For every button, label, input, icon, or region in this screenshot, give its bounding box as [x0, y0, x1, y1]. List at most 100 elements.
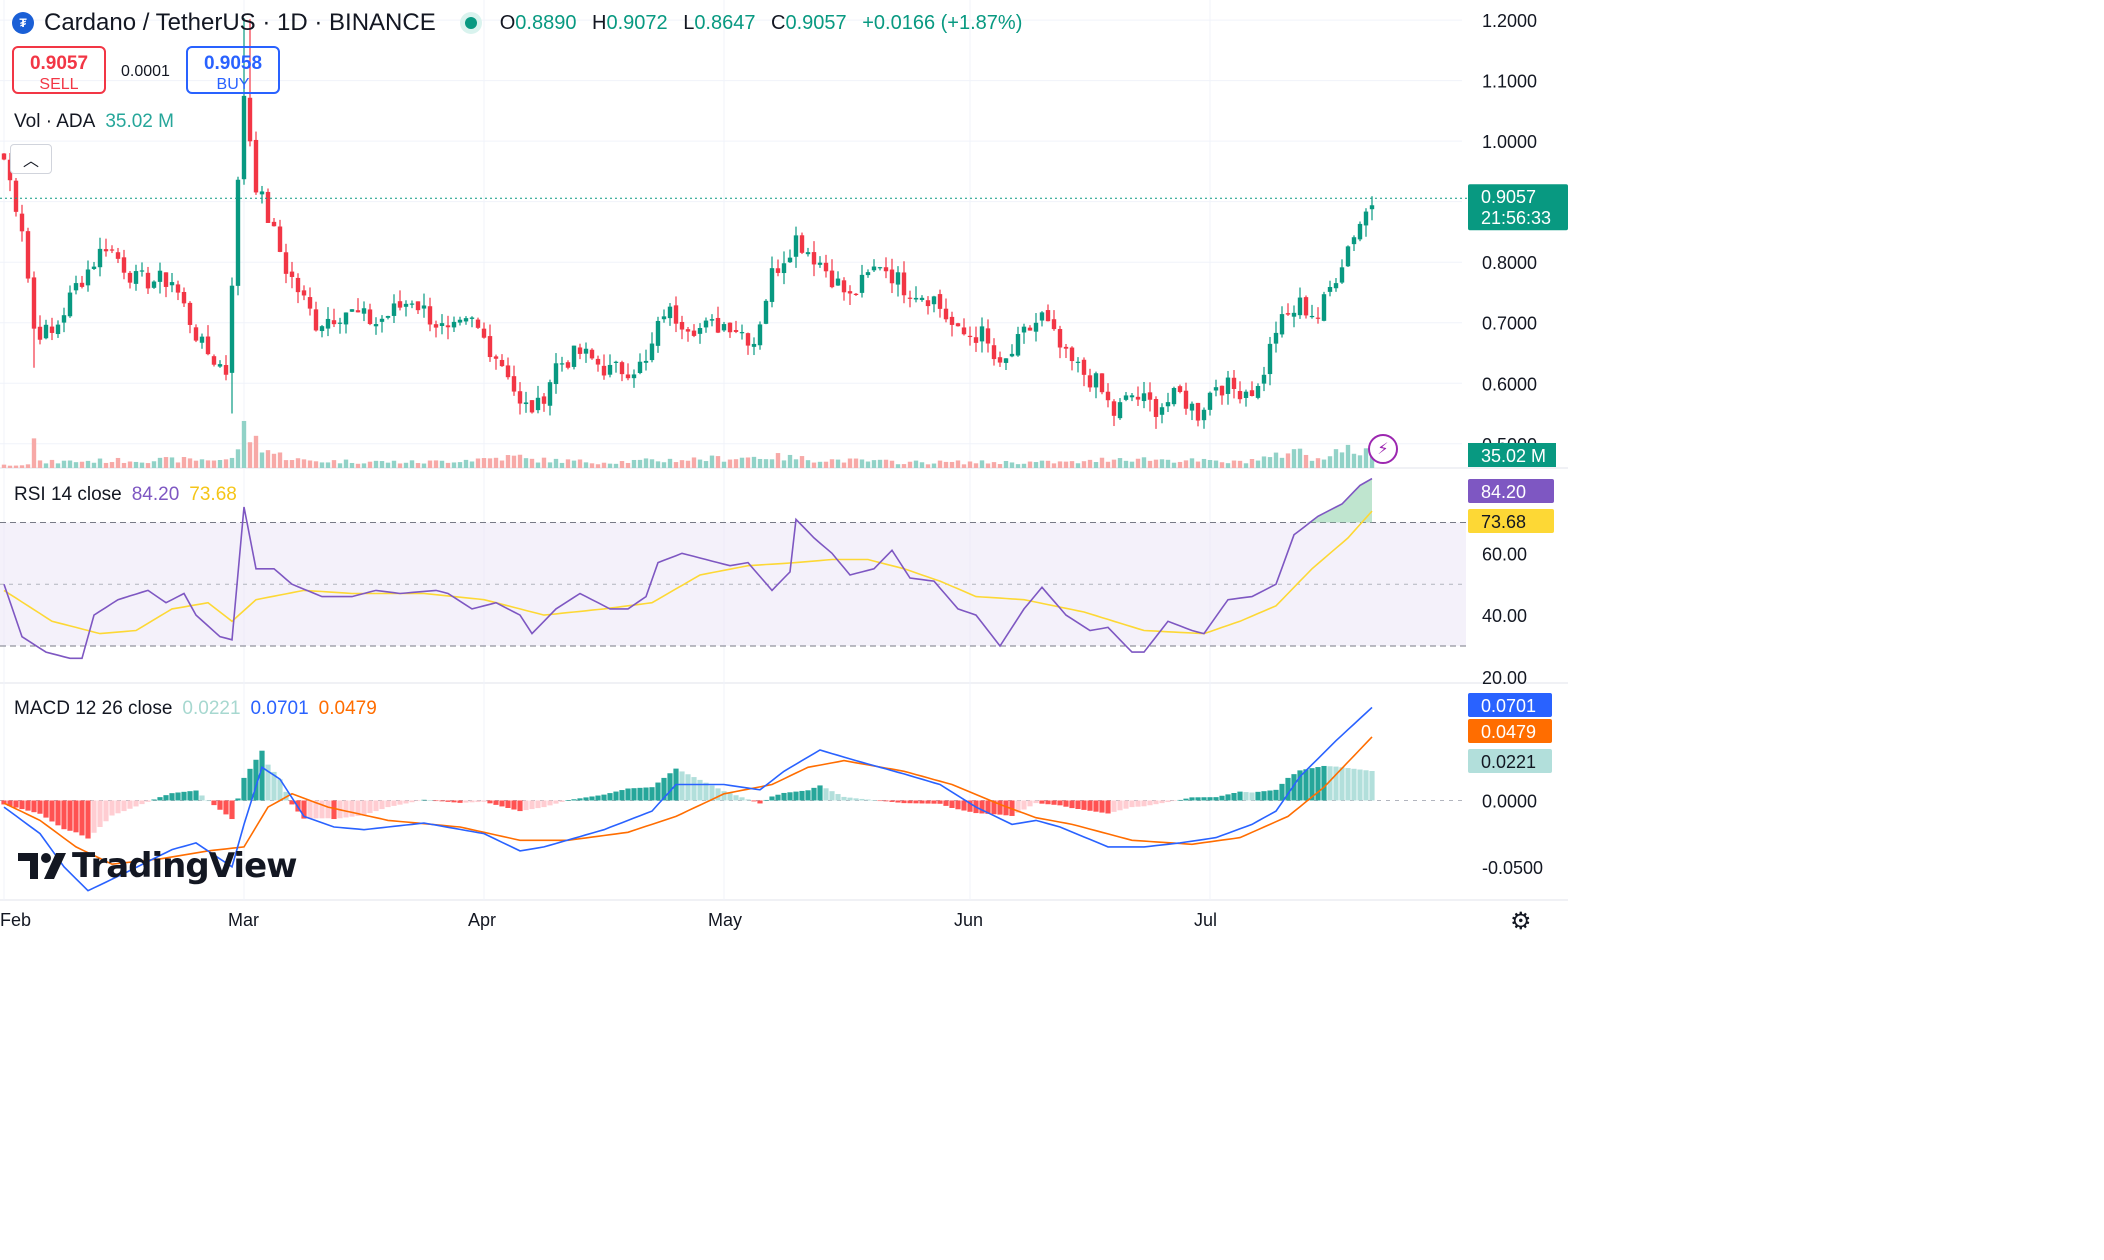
chart-canvas[interactable]: 1.20001.10001.00000.80000.70000.60000.50… — [0, 0, 1568, 938]
candle-body — [691, 330, 697, 336]
macd-hist-bar — [1075, 800, 1081, 809]
volume-value-label: 35.02 M — [1481, 446, 1546, 466]
macd-hist-bar — [1207, 797, 1213, 801]
volume-bar — [847, 458, 853, 468]
candle-body — [169, 282, 175, 286]
volume-bar — [691, 457, 697, 468]
candle-body — [775, 268, 781, 273]
volume-bar — [973, 463, 979, 468]
macd-hist-bar — [709, 785, 715, 801]
volume-bar — [613, 463, 619, 468]
candle-body — [1087, 375, 1093, 388]
candle-body — [139, 270, 145, 272]
candle-body — [1105, 391, 1111, 401]
rsi-overbought-fill — [1294, 478, 1372, 523]
macd-hist-bar — [955, 800, 961, 810]
volume-bar — [1015, 464, 1021, 468]
macd-hist-bar — [229, 800, 235, 820]
candle-body — [19, 213, 25, 232]
macd-hist-bar — [805, 790, 811, 801]
macd-hist-bar — [1021, 800, 1027, 810]
candle-body — [1009, 353, 1015, 357]
volume-bar — [961, 464, 967, 468]
volume-bar — [115, 457, 121, 468]
volume-bar — [499, 460, 505, 468]
volume-bar — [559, 462, 565, 468]
macd-hist-bar — [703, 782, 709, 801]
macd-hist-bar — [361, 800, 367, 816]
candle-body — [49, 326, 55, 333]
macd-hist-bar — [961, 800, 967, 811]
candle-body — [817, 262, 823, 265]
volume-bar — [85, 460, 91, 468]
high-value: 0.9072 — [606, 11, 668, 34]
macd-hist-bar — [217, 800, 223, 810]
macd-hist-bar — [253, 759, 259, 801]
volume-bar — [535, 462, 541, 468]
tradingview-logo[interactable]: TradingView — [16, 846, 298, 886]
macd-hist-bar — [1111, 800, 1117, 812]
volume-bar — [739, 457, 745, 468]
candle-body — [1039, 312, 1045, 321]
collapse-legend-button[interactable]: ︿ — [10, 144, 52, 174]
candle-body — [763, 300, 769, 324]
volume-bar — [667, 458, 673, 468]
candle-body — [475, 319, 481, 328]
candle-body — [613, 361, 619, 363]
macd-hist-bar — [763, 799, 769, 801]
macd-hist-bar — [829, 791, 835, 801]
volume-bar — [1183, 460, 1189, 468]
candle-body — [343, 312, 349, 325]
candles — [1, 18, 1375, 429]
candle-body — [223, 365, 229, 375]
candle-body — [1207, 392, 1213, 410]
macd-hist-bar — [127, 800, 133, 809]
macd-hist-bar — [37, 800, 43, 814]
macd-hist-bar — [1033, 800, 1039, 804]
volume-bar — [1231, 460, 1237, 468]
volume-bar — [745, 457, 751, 468]
candle-body — [73, 283, 79, 291]
signal-value-label: 0.0479 — [1481, 722, 1536, 742]
volume-bar — [565, 459, 571, 468]
volume-bar — [235, 449, 241, 468]
volume-bar — [571, 460, 577, 468]
macd-hist-bar — [979, 800, 985, 814]
volume-bar — [151, 461, 157, 468]
volume-bar — [463, 459, 469, 468]
macd-hist-bar — [1243, 792, 1249, 801]
macd-hist-bar — [949, 800, 955, 808]
macd-hist-bar — [1, 800, 7, 805]
volume-bar — [307, 460, 313, 468]
candle-body — [145, 272, 151, 289]
macd-hist-bar — [505, 800, 511, 808]
volume-bar — [493, 457, 499, 468]
candle-body — [847, 291, 853, 294]
volume-bar — [1027, 461, 1033, 468]
gear-icon[interactable]: ⚙ — [1510, 908, 1532, 935]
candle-body — [571, 345, 577, 367]
candle-body — [985, 328, 991, 344]
macd-hist-bar — [1093, 800, 1099, 812]
macd-hist-bar — [919, 800, 925, 804]
macd-legend[interactable]: MACD 12 26 close 0.0221 0.0701 0.0479 — [14, 698, 377, 719]
candle-body — [217, 364, 223, 367]
macd-hist-bar — [523, 800, 529, 811]
candle-body — [1135, 396, 1141, 400]
buy-button[interactable]: 0.9058 BUY — [186, 46, 280, 94]
macd-hist-bar — [67, 800, 73, 831]
lightning-icon[interactable]: ⚡ — [1368, 434, 1398, 464]
volume-bar — [331, 460, 337, 468]
rsi-legend[interactable]: RSI 14 close 84.20 73.68 — [14, 484, 237, 505]
volume-legend[interactable]: Vol · ADA 35.02 M — [14, 111, 174, 132]
symbol-title[interactable]: Cardano / TetherUS · 1D · BINANCE — [44, 9, 436, 36]
macd-hist-bar — [685, 774, 691, 801]
macd-hist-bar — [1267, 790, 1273, 801]
sell-button[interactable]: 0.9057 SELL — [12, 46, 106, 94]
rsi-value-badge — [1468, 479, 1554, 503]
volume-bar — [265, 450, 271, 468]
macd-hist-bar — [883, 800, 889, 802]
candle-body — [379, 318, 385, 322]
macd-value-badge — [1468, 693, 1552, 717]
macd-hist-bar — [1321, 765, 1327, 801]
